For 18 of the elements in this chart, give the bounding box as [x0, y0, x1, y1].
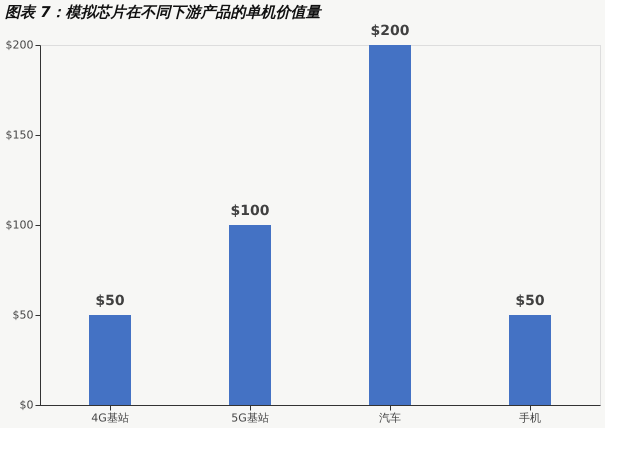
chart-title: 图表 7：模拟芯片在不同下游产品的单机价值量 — [5, 3, 323, 21]
y-tick-label: $0 — [20, 398, 34, 412]
y-tick-label: $100 — [6, 218, 34, 232]
x-tick-label: 手机 — [519, 412, 541, 424]
data-label: $50 — [95, 293, 125, 309]
data-label: $100 — [230, 203, 270, 219]
bar — [229, 225, 271, 405]
bar — [509, 315, 551, 405]
y-tick-label: $200 — [6, 38, 34, 52]
data-label: $50 — [515, 293, 545, 309]
bar — [369, 45, 411, 405]
y-tick-label: $50 — [12, 308, 34, 322]
y-tick-label: $150 — [6, 128, 34, 142]
bar — [89, 315, 131, 405]
x-tick-label: 4G基站 — [91, 412, 129, 424]
data-label: $200 — [370, 23, 410, 39]
x-tick-label: 汽车 — [379, 412, 401, 424]
x-tick-label: 5G基站 — [231, 412, 269, 424]
